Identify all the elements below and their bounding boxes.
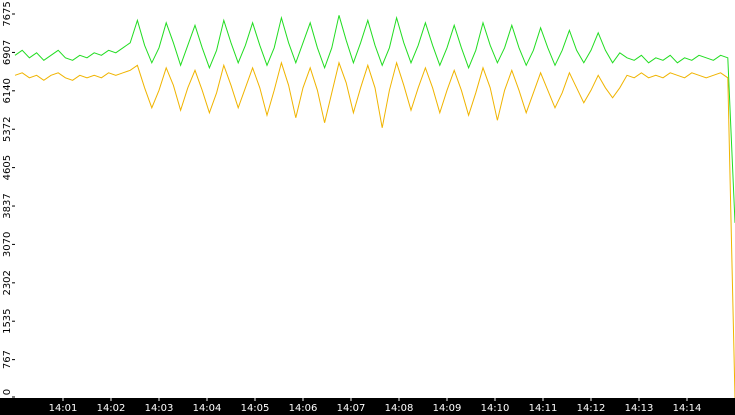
x-tick-label: 14:01	[49, 403, 78, 414]
x-tick-label: 14:11	[529, 403, 558, 414]
y-tick-label: 6140	[2, 78, 13, 103]
series-line	[14, 15, 735, 223]
x-tick-label: 14:05	[241, 403, 270, 414]
x-tick-label: 14:07	[337, 403, 366, 414]
x-tick-label: 14:08	[385, 403, 414, 414]
x-tick-label: 14:10	[481, 403, 510, 414]
x-axis-band	[0, 398, 735, 415]
y-tick-label: 3070	[2, 232, 13, 257]
x-tick-label: 14:02	[97, 403, 126, 414]
x-tick-label: 14:03	[145, 403, 174, 414]
y-tick-label: 6907	[2, 40, 13, 65]
x-tick-label: 14:04	[193, 403, 222, 414]
y-tick-label: 5372	[2, 117, 13, 142]
x-tick-label: 14:14	[673, 403, 702, 414]
y-tick-label: 3837	[2, 193, 13, 218]
y-tick-label: 767	[2, 350, 13, 369]
x-tick-label: 14:09	[433, 403, 462, 414]
y-tick-label: 0	[2, 389, 13, 395]
x-tick-label: 14:12	[577, 403, 606, 414]
x-tick-label: 14:06	[289, 403, 318, 414]
y-tick-label: 4605	[2, 155, 13, 180]
y-tick-label: 7675	[2, 1, 13, 26]
series-line	[14, 61, 735, 399]
y-tick-label: 2302	[2, 270, 13, 295]
y-tick-label: 1535	[2, 308, 13, 333]
x-tick-label: 14:13	[625, 403, 654, 414]
